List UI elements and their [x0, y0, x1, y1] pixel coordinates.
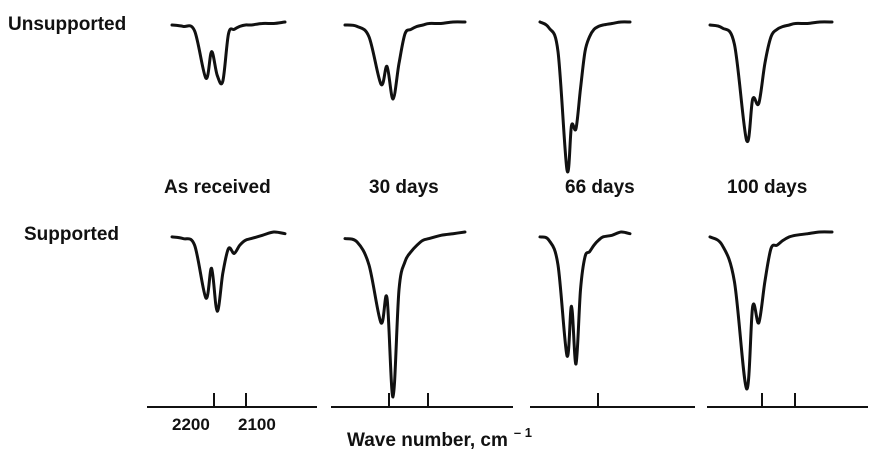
column-label-as-received: As received — [164, 177, 271, 198]
column-label-66-days: 66 days — [565, 177, 635, 198]
spectrum-unsupported-100-days — [708, 20, 834, 143]
column-label-30-days: 30 days — [369, 177, 439, 198]
x-tick-label-2100: 2100 — [238, 415, 276, 434]
x-axis-title-superscript: – 1 — [514, 425, 532, 440]
spectrum-unsupported-as-received — [170, 20, 287, 86]
spectrum-unsupported-66-days — [538, 20, 632, 174]
column-label-100-days: 100 days — [727, 177, 807, 198]
spectrum-supported-66-days — [538, 230, 632, 366]
row-label-supported: Supported — [24, 224, 119, 245]
spectrum-supported-100-days — [708, 230, 834, 391]
x-tick-label-2200: 2200 — [172, 415, 210, 434]
spectrum-supported-as-received — [170, 230, 287, 313]
row-label-unsupported: Unsupported — [8, 14, 126, 35]
spectrum-supported-30-days — [343, 230, 467, 399]
x-axis-title-text: Wave number, cm — [347, 430, 508, 451]
spectra-traces — [170, 20, 834, 399]
x-axis-title: Wave number, cm – 1 — [347, 425, 532, 451]
spectrum-unsupported-30-days — [343, 20, 467, 101]
